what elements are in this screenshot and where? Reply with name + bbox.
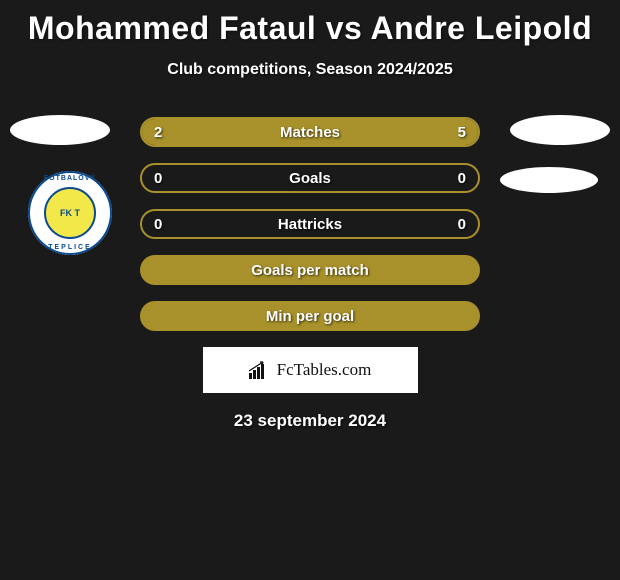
stat-value-left: 0 (154, 216, 162, 233)
stat-value-left: 2 (154, 124, 162, 141)
stat-label: Matches (280, 124, 340, 141)
stat-value-right: 0 (458, 216, 466, 233)
stat-row: 2 5 Matches (140, 117, 480, 147)
stat-row: 0 0 Goals (140, 163, 480, 193)
stat-label: Goals (289, 170, 331, 187)
stats-container: FOTBALOVÝ FK T TEPLICE 25Matches00Goals0… (0, 117, 620, 331)
club-logo-arc-top: FOTBALOVÝ (28, 175, 112, 182)
stat-row: 0 0 Hattricks (140, 209, 480, 239)
stat-value-left: 0 (154, 170, 162, 187)
player-right-badge-2 (500, 167, 598, 193)
stat-label: Hattricks (278, 216, 342, 233)
subtitle: Club competitions, Season 2024/2025 (0, 61, 620, 79)
player-right-badge (510, 115, 610, 145)
branding-text: FcTables.com (277, 360, 372, 380)
stat-value-right: 0 (458, 170, 466, 187)
stat-label: Min per goal (266, 308, 354, 325)
stat-row: Min per goal (140, 301, 480, 331)
club-logo-arc-bottom: TEPLICE (28, 244, 112, 251)
branding-chart-icon (249, 361, 271, 379)
page-title: Mohammed Fataul vs Andre Leipold (0, 0, 620, 47)
stat-label: Goals per match (251, 262, 369, 279)
footer-date: 23 september 2024 (0, 411, 620, 431)
player-left-badge (10, 115, 110, 145)
stat-fill-right (236, 119, 478, 145)
stat-rows: 2 5 Matches 0 0 Goals 0 0 Hattricks Goals per mat… (140, 117, 480, 331)
stat-row: Goals per match (140, 255, 480, 285)
branding-box: FcTables.com (203, 347, 418, 393)
club-logo: FOTBALOVÝ FK T TEPLICE (28, 171, 112, 255)
stat-value-right: 5 (458, 124, 466, 141)
